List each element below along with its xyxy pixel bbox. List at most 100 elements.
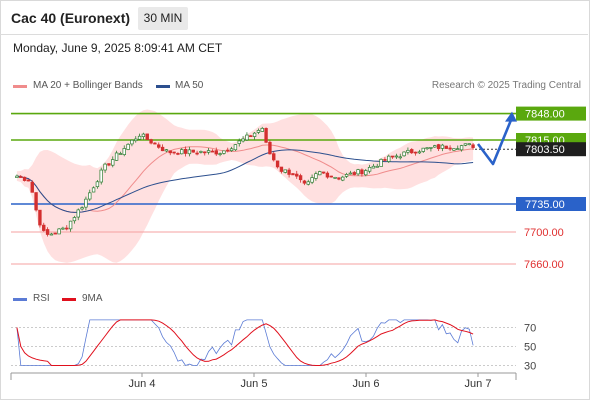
candle-body — [49, 233, 54, 236]
candle-body — [122, 148, 126, 155]
candle-body — [199, 151, 203, 153]
candle-body — [302, 180, 307, 184]
last-price-tag — [516, 142, 586, 157]
candle-body — [164, 149, 169, 152]
candle-body — [45, 229, 50, 235]
candle-body — [344, 174, 349, 177]
candle-body — [275, 160, 280, 168]
candle-body — [134, 138, 138, 142]
ma20-line — [16, 144, 474, 213]
timestamp: Monday, June 9, 2025 8:09:41 AM CET — [13, 41, 223, 55]
candle-body — [367, 167, 372, 172]
candle-body — [72, 217, 77, 222]
candle-body — [19, 176, 23, 178]
candle-body — [68, 220, 73, 230]
candle-body — [310, 177, 314, 183]
ma50-legend-swatch — [156, 85, 170, 88]
candle-body — [467, 143, 471, 146]
candle-body — [88, 192, 92, 200]
level-tag-7848.00 — [516, 106, 586, 121]
candle-body — [425, 147, 429, 150]
candle-body — [325, 172, 330, 178]
candle-body — [210, 150, 215, 153]
candle-body — [413, 151, 418, 154]
candle-body — [264, 128, 268, 143]
candle-body — [61, 227, 65, 230]
x-tick-label: Jun 7 — [465, 378, 492, 390]
copyright-text: Research © 2025 Trading Central — [431, 80, 581, 91]
candle-body — [448, 147, 452, 150]
candle-body — [314, 173, 318, 179]
candle-body — [279, 166, 284, 172]
candle-body — [452, 148, 456, 151]
candle-body — [417, 151, 422, 154]
candle-body — [429, 147, 433, 149]
candle-body — [256, 130, 261, 133]
candle-body — [383, 159, 387, 161]
candle-body — [471, 144, 475, 148]
candle-body — [103, 163, 107, 171]
candle-body — [333, 176, 337, 179]
candle-body — [337, 177, 341, 180]
candle-body — [114, 152, 119, 161]
candle-body — [249, 135, 253, 138]
candle-body — [111, 159, 115, 166]
candle-body — [283, 169, 287, 173]
candle-body — [459, 145, 464, 151]
candle-body — [287, 169, 291, 175]
rsi-tick-label: 30 — [524, 361, 536, 373]
candle-body — [30, 181, 34, 193]
candle-body — [352, 172, 356, 175]
candle-body — [80, 207, 84, 210]
candle-body — [329, 175, 333, 178]
candle-body — [356, 169, 360, 175]
candle-body — [387, 155, 391, 162]
candle-body — [291, 173, 295, 176]
candle-body — [195, 152, 199, 155]
candle-body — [160, 146, 165, 152]
level-label-7848.00: 7848.00 — [525, 109, 565, 121]
candle-body — [214, 150, 218, 155]
candle-body — [306, 181, 310, 185]
rsi-legend-swatch — [13, 298, 27, 301]
x-tick-label: Jun 4 — [129, 378, 156, 390]
candle-body — [456, 148, 460, 151]
candle-body — [341, 176, 345, 181]
candle-body — [226, 149, 230, 152]
candle-body — [295, 173, 299, 177]
candle-body — [191, 149, 195, 153]
candle-body — [176, 153, 180, 155]
rsi-tick-label: 50 — [524, 342, 536, 354]
candle-body — [298, 175, 303, 181]
candle-body — [348, 172, 353, 175]
level-tag-7735.00 — [516, 197, 586, 211]
candle-body — [84, 198, 88, 208]
candle-body — [42, 224, 46, 231]
candle-body — [371, 165, 376, 169]
level-label-7700.00: 7700.00 — [524, 227, 564, 239]
candle-body — [398, 156, 402, 159]
bollinger-band — [16, 109, 474, 263]
instrument-title: Cac 40 (Euronext) — [11, 10, 131, 26]
candle-body — [95, 181, 100, 188]
candle-body — [364, 170, 368, 176]
candle-body — [91, 187, 96, 193]
scenario-arrow — [476, 117, 514, 166]
candle-body — [402, 151, 406, 157]
candle-body — [218, 153, 222, 155]
timeframe-badge[interactable]: 30 MIN — [138, 7, 188, 30]
candle-body — [206, 150, 211, 153]
candle-body — [22, 176, 27, 181]
level-label-7735.00: 7735.00 — [525, 199, 565, 211]
candle-body — [433, 145, 437, 148]
candle-body — [394, 155, 399, 158]
candle-body — [26, 179, 31, 182]
x-tick-label: Jun 6 — [353, 378, 380, 390]
candle-body — [237, 140, 241, 144]
candle-body — [233, 144, 238, 151]
ma9-legend-swatch — [62, 298, 76, 301]
candle-body — [107, 163, 111, 166]
candle-body — [153, 142, 157, 145]
candle-body — [245, 134, 249, 141]
candle-body — [34, 192, 38, 211]
